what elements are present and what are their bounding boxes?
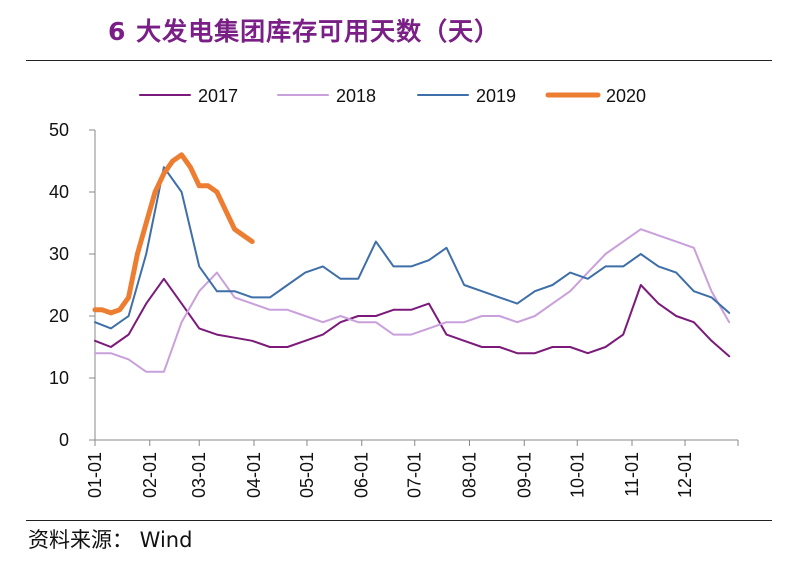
bottom-rule (26, 520, 772, 521)
y-tick-label: 50 (49, 120, 69, 140)
chart-title: 6 大发电集团库存可用天数（天） (108, 17, 501, 46)
x-tick-label: 06-01 (352, 452, 372, 498)
legend: 2017 2018 2019 2020 (139, 86, 646, 106)
y-tick-label: 40 (49, 182, 69, 202)
x-tick-label: 09-01 (514, 452, 534, 498)
legend-label-2018: 2018 (336, 86, 376, 106)
legend-label-2020: 2020 (606, 86, 646, 106)
x-tick-label: 07-01 (405, 452, 425, 498)
legend-label-2019: 2019 (476, 86, 516, 106)
series-line-2019 (94, 166, 731, 330)
series-line-2020 (92, 152, 255, 316)
x-tick-label: 02-01 (140, 452, 160, 498)
series-line-2018 (94, 228, 731, 373)
series-group (92, 152, 731, 373)
legend-label-2017: 2017 (198, 86, 238, 106)
x-tick-label: 10-01 (567, 452, 587, 498)
axes: 0 10 20 30 40 50 01-01 02-01 03-01 04-01 05-01 06-0… (49, 120, 739, 498)
x-tick-label: 01-01 (85, 452, 105, 498)
x-tick-label: 08-01 (459, 452, 479, 498)
top-rule (26, 60, 772, 61)
source-note: 资料来源： Wind (28, 528, 193, 552)
x-tick-label: 03-01 (189, 452, 209, 498)
y-tick-label: 30 (49, 244, 69, 264)
x-tick-label: 05-01 (297, 452, 317, 498)
x-tick-label: 04-01 (244, 452, 264, 498)
series-line-2017 (94, 277, 731, 358)
y-tick-label: 0 (59, 430, 69, 450)
x-tick-label: 12-01 (675, 452, 695, 498)
y-tick-label: 20 (49, 306, 69, 326)
x-tick-label: 11-01 (622, 452, 642, 497)
y-tick-label: 10 (49, 368, 69, 388)
